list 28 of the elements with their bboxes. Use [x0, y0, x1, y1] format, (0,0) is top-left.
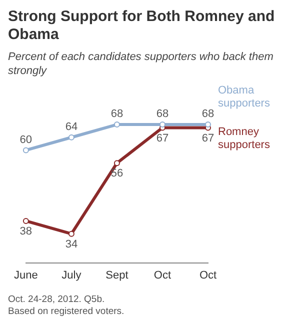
- series-label: Romney supporters: [218, 126, 270, 151]
- point: [68, 230, 74, 237]
- data-label: 68: [110, 108, 124, 120]
- chart-subtitle: Percent of each candidates supporters who back them strongly: [8, 50, 274, 78]
- chart-title: Strong Support for Both Romney and Obama: [8, 8, 276, 44]
- data-label: 64: [65, 120, 78, 133]
- series-label: Obama supporters: [218, 84, 270, 110]
- data-label: 60: [20, 134, 32, 146]
- x-tick-label: July: [62, 269, 82, 282]
- point: [68, 134, 74, 140]
- data-label: 68: [202, 108, 214, 120]
- data-label: 67: [156, 132, 169, 144]
- point: [205, 122, 211, 128]
- text: Oct. 24-28, 2012. Q5b.: [8, 294, 106, 306]
- x-tick-label: Sept: [106, 269, 128, 282]
- point: [114, 122, 120, 128]
- x-tick-label: Oct: [199, 269, 217, 282]
- point: [22, 218, 29, 224]
- data-label: 34: [65, 238, 78, 250]
- x-tick-label: Oct: [154, 269, 172, 282]
- text: Based on registered voters.: [8, 306, 126, 318]
- x-tick-label: June: [14, 269, 38, 282]
- data-label: 68: [156, 108, 169, 120]
- data-label: 56: [110, 168, 124, 180]
- data-label: 38: [20, 226, 32, 238]
- point: [114, 160, 120, 166]
- data-label: 67: [202, 132, 214, 144]
- point: [22, 147, 29, 154]
